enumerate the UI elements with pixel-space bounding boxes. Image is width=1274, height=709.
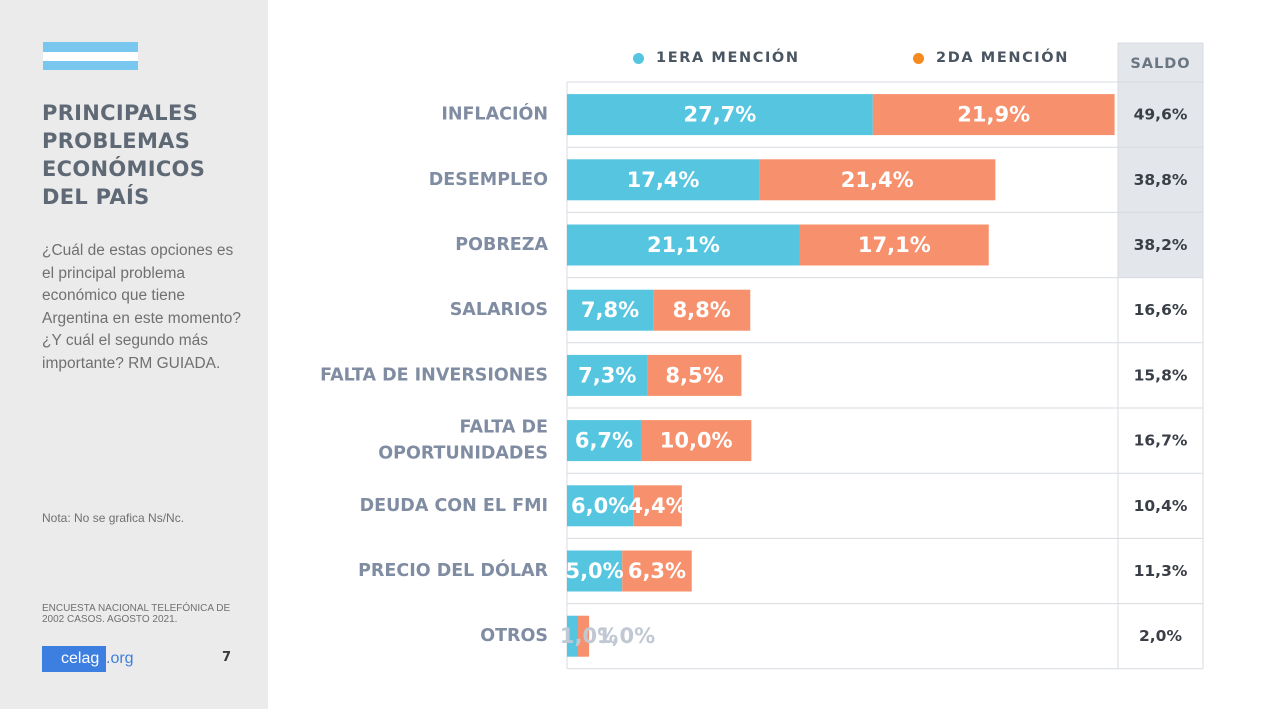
bar-first-mention: [567, 420, 641, 462]
chart-note: Nota: No se grafica Ns/Nc.: [42, 511, 185, 525]
bar-first-mention: [567, 159, 760, 201]
sidebar: PRINCIPALES PROBLEMAS ECONÓMICOS DEL PAÍ…: [0, 0, 268, 709]
legend-second-label: 2DA MENCIÓN: [936, 50, 1069, 66]
legend-first-dot-icon: [633, 52, 644, 64]
bar-first-mention: [567, 94, 873, 136]
saldo-value: 49,6%: [1134, 106, 1188, 124]
bar-first-mention: [567, 289, 654, 331]
legend-first-label: 1ERA MENCIÓN: [656, 50, 800, 66]
category-label: DEUDA CON EL FMI: [360, 496, 548, 516]
saldo-value: 15,8%: [1134, 366, 1188, 384]
data-label-second: 6,3%: [628, 559, 686, 583]
category-label: FALTA DE INVERSIONES: [320, 365, 548, 385]
bar-second-mention: [633, 485, 682, 527]
bar-second-mention: [647, 354, 742, 396]
bar-second-mention: [759, 159, 996, 201]
saldo-value: 2,0%: [1139, 627, 1182, 645]
logo-tld-text: .org: [106, 650, 134, 667]
page-number: 7: [222, 650, 232, 665]
saldo-value: 38,8%: [1134, 171, 1188, 189]
bar-second-mention: [799, 224, 989, 266]
data-label-first: 5,0%: [565, 559, 623, 583]
category-label: OTROS: [480, 626, 548, 646]
category-label: PRECIO DEL DÓLAR: [358, 559, 548, 581]
legend-second-dot-icon: [913, 52, 924, 64]
category-label: OPORTUNIDADES: [378, 444, 548, 464]
data-label-second: 10,0%: [660, 429, 733, 453]
data-label-first: 17,4%: [627, 168, 700, 192]
data-label-first: 7,8%: [581, 298, 639, 322]
bar-first-mention: [567, 354, 648, 396]
argentina-flag-icon: [43, 42, 138, 70]
saldo-value: 10,4%: [1134, 497, 1188, 515]
celag-logo: celag .org: [42, 646, 134, 672]
category-label: DESEMPLEO: [429, 170, 548, 190]
category-label: POBREZA: [455, 235, 548, 255]
bar-first-mention: [567, 615, 579, 657]
bar-second-mention: [640, 420, 752, 462]
bar-second-mention: [578, 615, 590, 657]
data-label-first: 1,0%: [560, 624, 618, 648]
bar-second-mention: [622, 550, 692, 592]
data-label-first: 6,0%: [571, 494, 629, 518]
page-title: PRINCIPALES PROBLEMAS ECONÓMICOS DEL PAÍ…: [42, 101, 206, 209]
category-label: SALARIOS: [450, 300, 548, 320]
saldo-value: 11,3%: [1134, 562, 1188, 580]
logo-main-text: celag: [42, 646, 106, 672]
data-label-first: 27,7%: [683, 103, 756, 127]
data-label-second: 17,1%: [858, 233, 931, 257]
saldo-value: 16,7%: [1134, 432, 1188, 450]
data-label-second: 21,9%: [957, 103, 1030, 127]
data-label-first: 21,1%: [647, 233, 720, 257]
legend-second-mention: 2DA MENCIÓN: [913, 50, 1069, 66]
bar-first-mention: [567, 224, 800, 266]
survey-source: ENCUESTA NACIONAL TELEFÓNICA DE 2002 CAS…: [42, 603, 231, 625]
bar-second-mention: [653, 289, 751, 331]
data-label-second: 8,5%: [665, 363, 723, 387]
data-label-first: 7,3%: [578, 363, 636, 387]
data-label-second: 21,4%: [841, 168, 914, 192]
bar-first-mention: [567, 550, 623, 592]
data-label-first: 6,7%: [575, 429, 633, 453]
data-label-second: 1,0%: [597, 624, 655, 648]
survey-question: ¿Cuál de estas opciones es el principal …: [42, 242, 242, 372]
saldo-value: 38,2%: [1134, 236, 1188, 254]
bar-first-mention: [567, 485, 634, 527]
saldo-value: 16,6%: [1134, 301, 1188, 319]
data-label-second: 4,4%: [628, 494, 686, 518]
category-label: FALTA DE: [460, 418, 548, 438]
category-label: INFLACIÓN: [441, 103, 548, 125]
bar-second-mention: [872, 94, 1115, 136]
saldo-header: SALDO: [1130, 56, 1190, 72]
legend-first-mention: 1ERA MENCIÓN: [633, 50, 800, 66]
data-label-second: 8,8%: [673, 298, 731, 322]
